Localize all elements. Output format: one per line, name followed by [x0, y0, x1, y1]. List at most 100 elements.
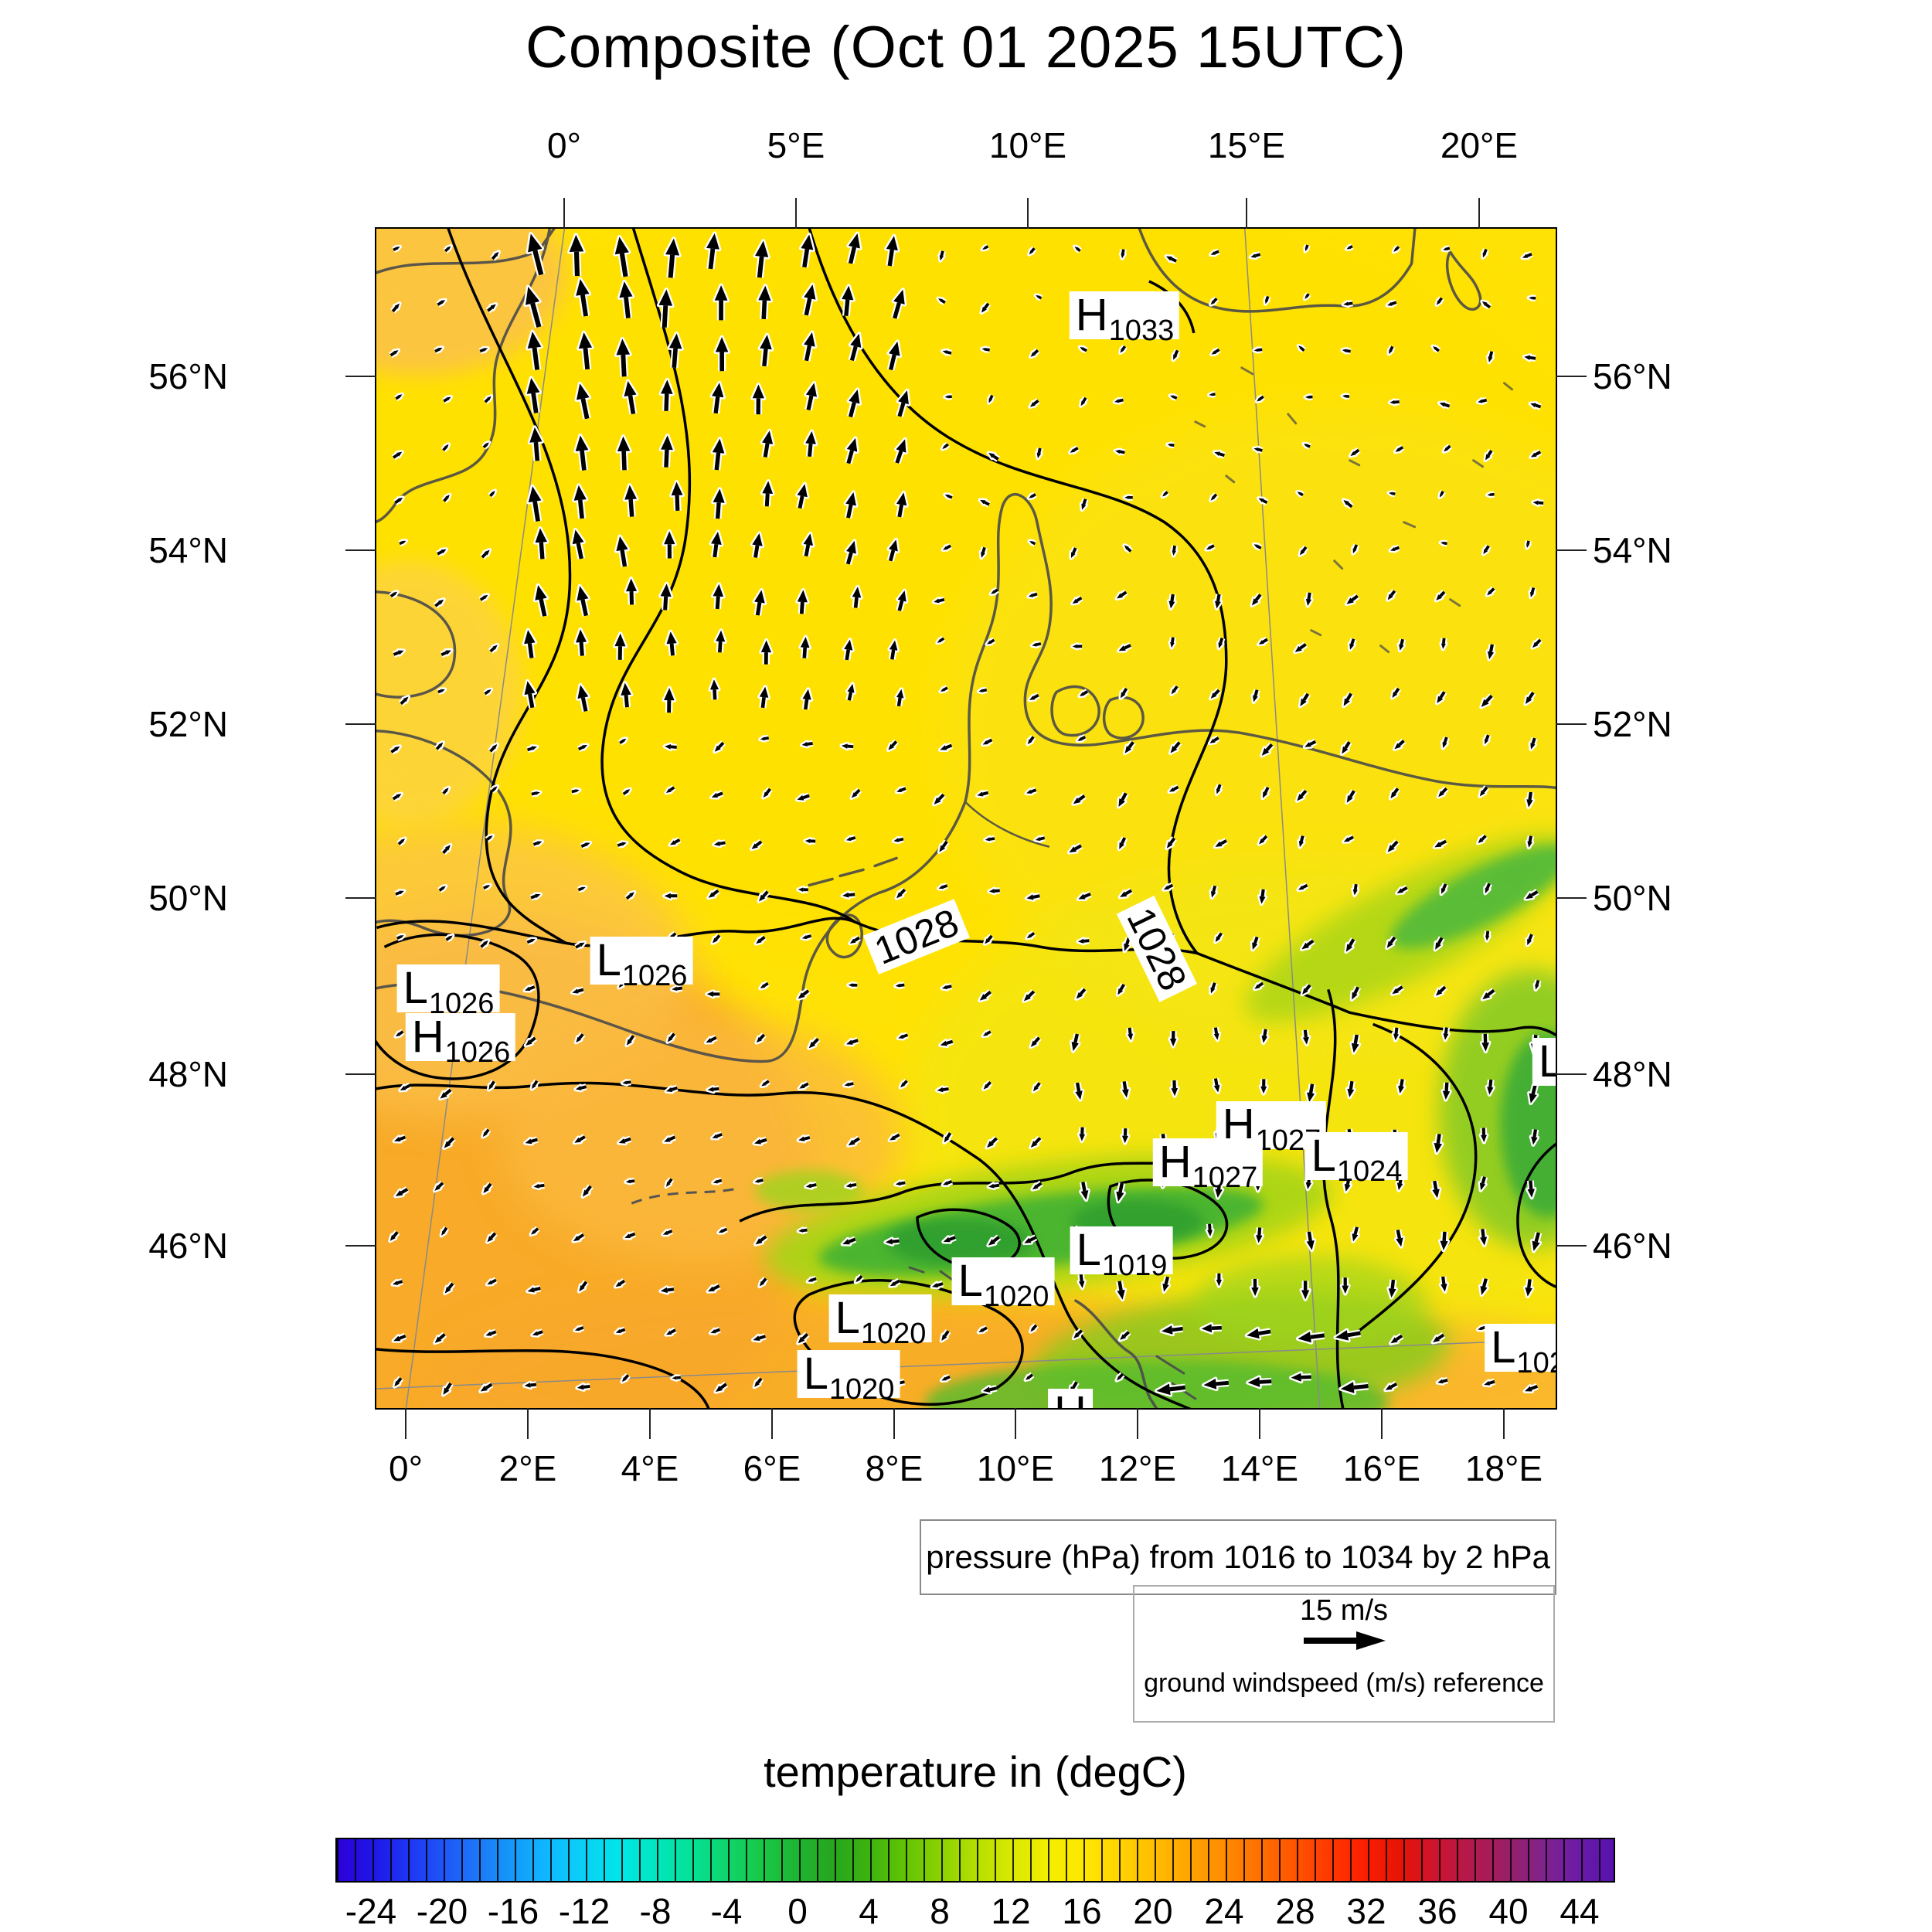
wind-arrow: [478, 345, 490, 355]
wind-arrow: [1117, 642, 1132, 653]
wind-arrow: [664, 1177, 675, 1189]
wind-arrow: [987, 886, 1001, 896]
wind-arrow: [389, 590, 400, 599]
wind-arrow: [883, 1236, 900, 1247]
lat-label-left: 56°N: [148, 356, 228, 396]
lon-label-bottom: 18°E: [1464, 1448, 1543, 1488]
wind-arrow: [1475, 396, 1488, 406]
colorbar-tick-label: 40: [1488, 1891, 1529, 1931]
wind-arrow: [1434, 690, 1447, 706]
wind-arrow: [485, 1230, 498, 1244]
wind-arrow: [1070, 595, 1083, 606]
pressure-center-label: L1026: [590, 935, 693, 991]
lon-tick-bottom: [405, 1408, 406, 1439]
wind-arrow: [1339, 1277, 1351, 1296]
wind-arrow: [1528, 401, 1542, 410]
lon-tick-bottom: [1381, 1408, 1383, 1439]
wind-arrow: [1252, 980, 1265, 992]
wind-arrow: [574, 381, 592, 420]
wind-arrow: [842, 638, 855, 661]
lon-tick-top: [1027, 198, 1029, 229]
wind-arrow: [570, 986, 584, 996]
wind-arrow: [1483, 882, 1492, 896]
wind-arrow: [526, 484, 543, 522]
wind-arrow: [617, 840, 629, 849]
wind-arrow: [393, 648, 406, 658]
wind-arrow: [750, 1333, 767, 1343]
wind-arrow: [1160, 489, 1170, 499]
wind-arrow: [1071, 793, 1087, 806]
wind-arrow: [1302, 292, 1311, 301]
wind-arrow: [391, 791, 403, 802]
pressure-center-label: L1020: [797, 1350, 900, 1404]
lon-label-bottom: 0°: [389, 1448, 423, 1488]
wind-arrow: [850, 584, 863, 608]
wind-arrow: [1165, 836, 1177, 851]
pressure-center-label: H1033: [1069, 291, 1180, 345]
pressure-caption-text: pressure (hPa) from 1016 to 1034 by 2 hP…: [926, 1539, 1550, 1575]
pressure-center-value: 1020: [983, 1281, 1049, 1313]
wind-arrow: [478, 593, 490, 603]
page-title: Composite (Oct 01 2025 15UTC): [526, 15, 1406, 80]
wind-arrow: [478, 938, 491, 950]
wind-arrow: [756, 284, 774, 320]
wind-arrow: [937, 839, 950, 854]
wind-arrow: [440, 648, 454, 658]
lon-tick-bottom: [527, 1408, 529, 1439]
wind-arrow: [656, 287, 675, 328]
wind-arrow: [1481, 544, 1492, 556]
wind-arrow: [443, 243, 453, 253]
wind-arrow: [711, 582, 726, 610]
lat-label-right: 48°N: [1593, 1054, 1672, 1094]
wind-arrow: [1304, 1231, 1317, 1253]
wind-arrow: [1213, 594, 1223, 611]
wind-arrow: [1213, 838, 1228, 849]
wind-arrow: [1073, 244, 1083, 253]
wind-arrow: [752, 1376, 764, 1389]
wind-arrow: [580, 1184, 594, 1199]
wind-arrow: [801, 330, 818, 362]
wind-arrow: [1522, 1278, 1535, 1299]
wind-arrow: [1212, 449, 1226, 459]
wind-arrow: [1438, 1276, 1450, 1294]
wind-arrow: [1390, 686, 1402, 700]
wind-arrow: [1168, 1080, 1180, 1098]
lon-tick-top: [795, 198, 797, 229]
wind-arrow: [710, 933, 723, 945]
wind-arrows-layer: [388, 231, 1544, 1397]
wind-arrow: [526, 744, 539, 753]
wind-arrow: [1027, 539, 1037, 547]
pressure-center-letter: L: [596, 935, 621, 985]
wind-arrow: [943, 492, 954, 501]
wind-arrow: [981, 1384, 998, 1395]
lon-tick-bottom: [893, 1408, 895, 1439]
wind-arrow: [531, 789, 543, 798]
wind-arrow: [845, 436, 859, 464]
wind-arrow: [489, 784, 500, 794]
wind-arrow: [622, 483, 639, 517]
colorbar-tick-label: -16: [487, 1891, 539, 1931]
pressure-center-value: 1024: [1336, 1155, 1403, 1188]
wind-arrow: [887, 638, 900, 660]
wind-arrow: [1523, 889, 1539, 901]
wind-arrow: [612, 631, 628, 660]
wind-arrow: [1076, 937, 1090, 946]
wind-arrow: [935, 1085, 950, 1094]
wind-arrow: [1118, 344, 1128, 355]
wind-arrow: [667, 332, 684, 369]
wind-arrow: [574, 583, 590, 617]
wind-arrow: [1479, 693, 1495, 709]
wind-arrow: [1166, 594, 1177, 611]
wind-arrow: [1066, 842, 1083, 855]
wind-arrow: [486, 1080, 497, 1092]
wind-arrow: [749, 838, 764, 852]
wind-arrow: [713, 1381, 729, 1394]
pressure-center-label: H: [1048, 1389, 1093, 1408]
lon-label-top: 20°E: [1440, 125, 1519, 165]
wind-arrow: [709, 1131, 723, 1141]
wind-arrow: [704, 231, 722, 270]
wind-arrow: [937, 883, 948, 891]
wind-arrow: [1253, 1227, 1265, 1245]
wind-arrow: [1436, 786, 1449, 799]
colorbar-tick-label: 24: [1204, 1891, 1244, 1931]
